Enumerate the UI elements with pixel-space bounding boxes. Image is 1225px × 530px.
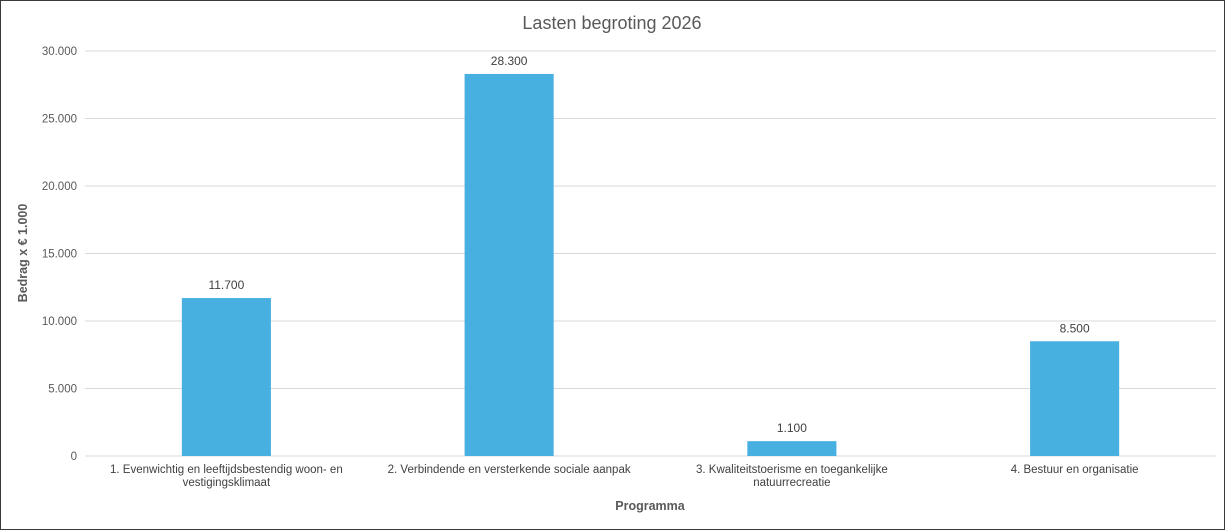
category-label: 4. Bestuur en organisatie <box>1011 464 1139 476</box>
category-label: 3. Kwaliteitstoerisme en toegankelijke na… <box>696 464 888 489</box>
y-tick-label: 0 <box>71 451 77 463</box>
y-tick-label: 25.000 <box>42 114 77 126</box>
bar <box>464 73 554 456</box>
data-label: 28.300 <box>491 54 528 68</box>
bar <box>181 298 271 456</box>
y-axis-ticks: 0 5.000 10.000 15.000 20.000 25.000 30.000 <box>42 46 77 463</box>
y-tick-label: 5.000 <box>48 384 77 396</box>
data-label: 8.500 <box>1060 321 1090 335</box>
y-axis-title: Bedrag x € 1.000 <box>16 204 30 303</box>
y-tick-label: 20.000 <box>42 181 77 193</box>
x-axis-title: Programma <box>615 499 686 513</box>
category-labels: 1. Evenwichtig en leeftijdsbestendig woo… <box>110 464 1139 489</box>
bars <box>181 73 1120 456</box>
data-labels: 11.700 28.300 1.100 8.500 <box>208 54 1089 435</box>
gridlines <box>85 50 1216 457</box>
y-tick-label: 15.000 <box>42 249 77 261</box>
y-tick-label: 30.000 <box>42 46 77 58</box>
y-tick-label: 10.000 <box>42 316 77 328</box>
bar <box>1030 341 1120 456</box>
bar <box>747 441 837 456</box>
category-label: 1. Evenwichtig en leeftijdsbestendig woo… <box>110 464 343 489</box>
chart-title: Lasten begroting 2026 <box>522 13 701 33</box>
data-label: 1.100 <box>777 421 807 435</box>
category-label: 2. Verbindende en versterkende sociale a… <box>388 464 631 476</box>
data-label: 11.700 <box>208 278 244 292</box>
